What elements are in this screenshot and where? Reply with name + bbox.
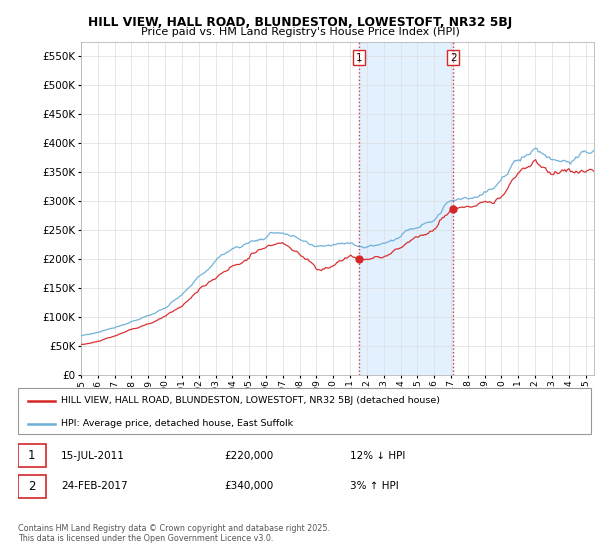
Text: HILL VIEW, HALL ROAD, BLUNDESTON, LOWESTOFT, NR32 5BJ: HILL VIEW, HALL ROAD, BLUNDESTON, LOWEST… (88, 16, 512, 29)
FancyBboxPatch shape (18, 388, 591, 434)
Text: 3% ↑ HPI: 3% ↑ HPI (350, 481, 399, 491)
Bar (359, 42, 454, 375)
Text: £340,000: £340,000 (224, 481, 274, 491)
Text: 12% ↓ HPI: 12% ↓ HPI (350, 451, 406, 461)
Text: 2: 2 (28, 479, 35, 493)
Text: Contains HM Land Registry data © Crown copyright and database right 2025.
This d: Contains HM Land Registry data © Crown c… (18, 524, 330, 543)
Text: 24-FEB-2017: 24-FEB-2017 (61, 481, 128, 491)
Text: 1: 1 (356, 53, 362, 63)
Text: HILL VIEW, HALL ROAD, BLUNDESTON, LOWESTOFT, NR32 5BJ (detached house): HILL VIEW, HALL ROAD, BLUNDESTON, LOWEST… (61, 396, 440, 405)
FancyBboxPatch shape (18, 444, 46, 468)
Text: £220,000: £220,000 (224, 451, 274, 461)
Text: HPI: Average price, detached house, East Suffolk: HPI: Average price, detached house, East… (61, 419, 293, 428)
FancyBboxPatch shape (18, 474, 46, 498)
Text: 1: 1 (28, 449, 35, 463)
Text: Price paid vs. HM Land Registry's House Price Index (HPI): Price paid vs. HM Land Registry's House … (140, 27, 460, 37)
Text: 15-JUL-2011: 15-JUL-2011 (61, 451, 125, 461)
Text: 2: 2 (450, 53, 457, 63)
